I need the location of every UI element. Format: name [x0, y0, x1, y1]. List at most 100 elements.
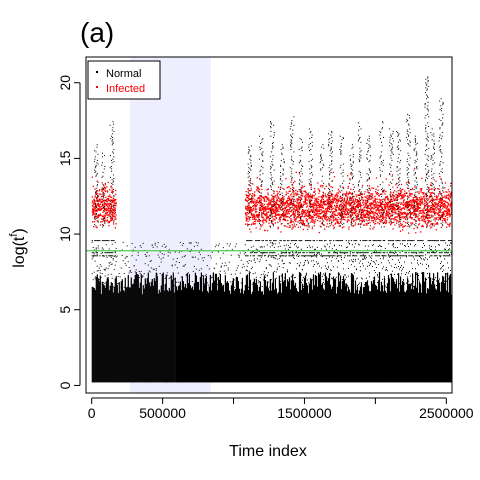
normal-point: [297, 246, 299, 248]
infected-point: [443, 205, 445, 208]
normal-point: [344, 285, 347, 383]
normal-point: [362, 252, 364, 254]
infected-point: [442, 196, 444, 199]
infected-point: [261, 209, 263, 211]
infected-point: [446, 201, 448, 204]
normal-point: [386, 283, 389, 383]
normal-point: [385, 269, 387, 270]
infected-point: [408, 209, 410, 211]
infected-point: [99, 193, 101, 195]
infected-point: [260, 202, 262, 204]
normal-point: [413, 240, 415, 242]
infected-point: [384, 200, 386, 202]
normal-point: [331, 278, 333, 280]
infected-point: [326, 225, 328, 228]
normal-point: [108, 240, 110, 242]
normal-point: [249, 280, 251, 282]
normal-point: [308, 283, 310, 285]
normal-point: [256, 249, 258, 251]
normal-point: [149, 271, 151, 273]
normal-point: [245, 269, 247, 271]
normal-point: [422, 247, 423, 248]
infected-point: [326, 200, 328, 202]
normal-point: [395, 279, 397, 281]
infected-point: [106, 219, 108, 221]
infected-point: [428, 220, 430, 222]
infected-point: [311, 196, 313, 198]
infected-point: [282, 202, 285, 204]
infected-point: [258, 201, 260, 203]
normal-point: [296, 253, 298, 255]
infected-point: [304, 215, 306, 218]
normal-point: [232, 280, 234, 282]
normal-point: [268, 254, 270, 256]
normal-point: [340, 259, 342, 261]
infected-point: [322, 198, 325, 201]
infected-point: [312, 206, 314, 208]
normal-point: [104, 275, 106, 277]
infected-point: [318, 207, 320, 209]
infected-point: [347, 212, 349, 214]
normal-point: [150, 267, 152, 269]
normal-point: [391, 244, 393, 246]
normal-point: [400, 276, 402, 383]
infected-point: [371, 217, 374, 219]
infected-point: [392, 228, 394, 230]
infected-point: [437, 214, 440, 217]
infected-point: [328, 218, 330, 220]
infected-point: [318, 215, 320, 217]
normal-point: [110, 240, 112, 242]
infected-point: [448, 224, 450, 226]
normal-point: [290, 280, 293, 383]
normal-point: [347, 268, 349, 269]
normal-point: [244, 252, 247, 254]
normal-point: [282, 267, 284, 269]
normal-point: [301, 283, 304, 383]
normal-point: [401, 255, 404, 257]
normal-point: [271, 245, 273, 247]
infected-point: [310, 197, 312, 199]
infected-point: [293, 212, 295, 215]
infected-point: [427, 219, 429, 221]
normal-point: [313, 264, 315, 265]
infected-point: [341, 214, 343, 216]
infected-point: [261, 212, 263, 214]
normal-point: [238, 255, 240, 257]
infected-point: [245, 220, 247, 222]
infected-point: [383, 191, 385, 193]
normal-point: [99, 272, 101, 274]
infected-point: [96, 198, 98, 200]
normal-point: [275, 288, 277, 383]
infected-point: [450, 209, 452, 211]
normal-point: [218, 243, 220, 245]
infected-point: [249, 219, 251, 221]
infected-point: [320, 200, 323, 202]
normal-point: [385, 267, 387, 269]
infected-point: [295, 209, 297, 211]
normal-point: [231, 248, 233, 250]
normal-point: [314, 275, 317, 383]
infected-point: [323, 215, 325, 217]
infected-point: [350, 215, 352, 217]
normal-point: [295, 268, 297, 270]
infected-point: [278, 216, 281, 218]
normal-point: [133, 265, 135, 267]
infected-point: [344, 213, 346, 216]
infected-point: [95, 203, 97, 206]
normal-point: [358, 244, 360, 246]
infected-point: [406, 206, 408, 208]
normal-point: [377, 240, 379, 242]
normal-point: [367, 286, 369, 288]
normal-point: [417, 240, 419, 242]
normal-point: [159, 273, 161, 275]
infected-point: [323, 212, 325, 214]
normal-point: [134, 246, 136, 248]
infected-point: [398, 195, 400, 197]
infected-point: [413, 214, 415, 216]
normal-point: [110, 273, 112, 275]
infected-point: [410, 195, 412, 197]
normal-point: [103, 282, 105, 284]
infected-point: [247, 206, 249, 208]
infected-point: [439, 176, 441, 178]
infected-point: [420, 216, 423, 218]
